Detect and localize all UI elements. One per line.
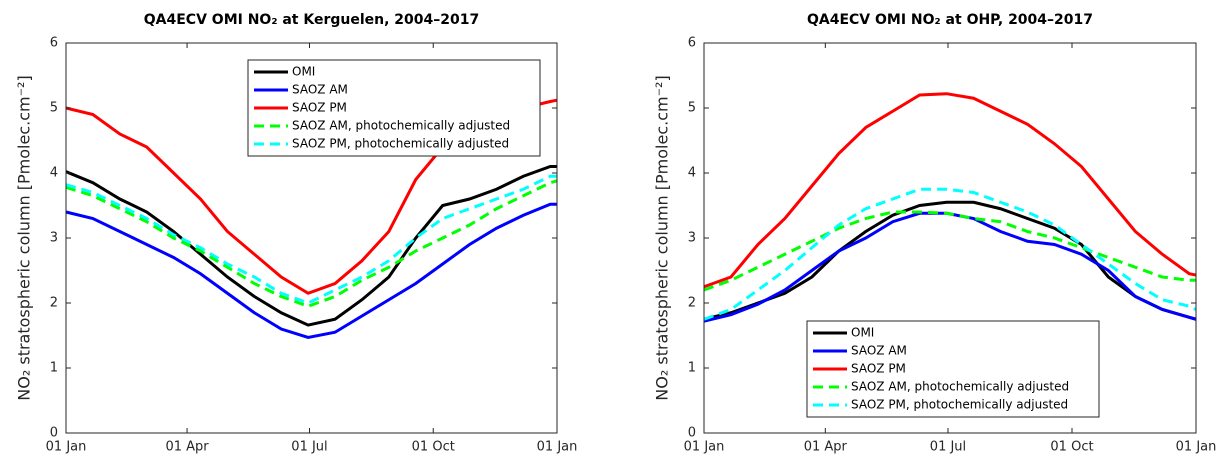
x-tick-label: 01 Jul xyxy=(930,440,966,455)
y-tick-label: 4 xyxy=(50,166,58,181)
y-tick-label: 3 xyxy=(50,231,58,246)
y-tick-label: 2 xyxy=(688,296,696,311)
y-tick-label: 5 xyxy=(688,101,696,116)
x-tick-label: 01 Jan xyxy=(46,440,87,455)
series-line xyxy=(703,92,1197,289)
series-line xyxy=(65,174,557,305)
legend-label: OMI xyxy=(851,326,874,340)
x-tick-label: 01 Jan xyxy=(1176,440,1217,455)
legend-label: SAOZ AM xyxy=(851,344,907,358)
legend-label: SAOZ AM xyxy=(292,83,348,97)
y-tick-label: 6 xyxy=(50,36,58,51)
x-tick-label: 01 Apr xyxy=(804,440,848,455)
y-tick-label: 6 xyxy=(688,36,696,51)
y-tick-label: 1 xyxy=(688,361,696,376)
x-tick-label: 01 Jan xyxy=(684,440,725,455)
legend-label: SAOZ AM, photochemically adjusted xyxy=(851,380,1069,394)
chart-title: QA4ECV OMI NO₂ at OHP, 2004–2017 xyxy=(807,12,1093,28)
x-tick-label: 01 Jan xyxy=(537,440,578,455)
legend-label: SAOZ AM, photochemically adjusted xyxy=(292,119,510,133)
y-tick-label: 5 xyxy=(50,101,58,116)
plot: 0 1 2 3 4 5 6 01 Jan 01 Apr 01 Jul 01 Oct 01 Jan QA4… xyxy=(653,12,1217,455)
x-tick-label: 01 Oct xyxy=(1050,440,1093,455)
legend-box xyxy=(806,320,1100,418)
legend-label: SAOZ PM, photochemically adjusted xyxy=(851,398,1068,412)
series-line xyxy=(703,210,1196,292)
plot: 0 1 2 3 4 5 6 01 Jan 01 Apr 01 Jul 01 Oct 01 Jan QA4… xyxy=(15,12,578,455)
legend-label: SAOZ PM xyxy=(851,362,906,376)
x-tick-label: 01 Jul xyxy=(291,440,327,455)
legend-box xyxy=(247,59,541,157)
y-tick-label: 4 xyxy=(688,166,696,181)
y-tick-label: 3 xyxy=(688,231,696,246)
y-tick-label: 2 xyxy=(50,296,58,311)
y-tick-label: 1 xyxy=(50,361,58,376)
series-line xyxy=(65,165,557,327)
y-axis-label: NO₂ stratospheric column [Pmolec.cm⁻²] xyxy=(15,75,34,400)
legend-label: SAOZ PM xyxy=(292,101,347,115)
x-tick-label: 01 Apr xyxy=(165,440,209,455)
y-axis-label: NO₂ stratospheric column [Pmolec.cm⁻²] xyxy=(653,75,672,400)
series-line xyxy=(65,202,557,339)
legend-label: OMI xyxy=(292,65,315,79)
legend-label: SAOZ PM, photochemically adjusted xyxy=(292,137,509,151)
y-tick-label: 0 xyxy=(50,426,58,441)
chart-title: QA4ECV OMI NO₂ at Kerguelen, 2004–2017 xyxy=(144,12,479,28)
series-line xyxy=(703,187,1197,321)
x-tick-label: 01 Oct xyxy=(412,440,455,455)
y-tick-label: 0 xyxy=(688,426,696,441)
